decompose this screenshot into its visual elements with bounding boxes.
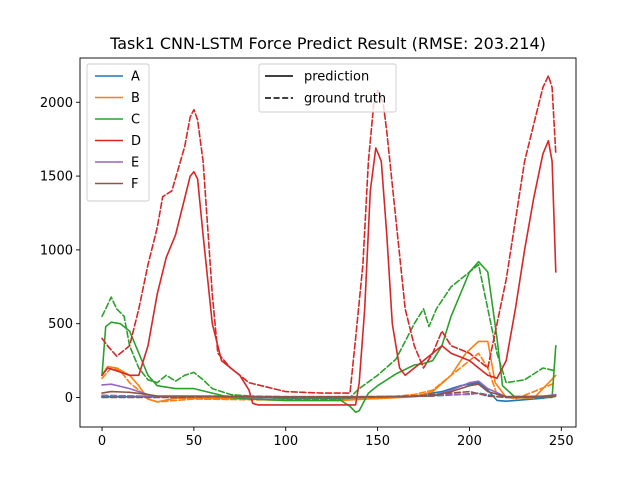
y-tick-label-0: 0 (65, 391, 73, 406)
series-b-prediction-line (101, 340, 557, 403)
series-d-prediction-line (101, 139, 557, 406)
legend-label-a: A (131, 70, 140, 85)
series-c-prediction-line (101, 260, 557, 414)
series-e-prediction-line (101, 380, 557, 399)
legend-label-d: D (131, 134, 141, 149)
y-tick-label-1500: 1500 (40, 170, 73, 185)
series-legend-box (86, 63, 150, 202)
plot-frame (79, 57, 577, 428)
x-tick-label-250: 250 (549, 434, 574, 449)
legend-label-c: C (131, 113, 140, 128)
x-tick-label-50: 50 (186, 434, 203, 449)
legend-label-e: E (131, 156, 139, 171)
series-lines (101, 74, 557, 414)
legend-label-f: F (131, 177, 138, 192)
y-tick-label-500: 500 (48, 317, 73, 332)
y-tick-label-1000: 1000 (40, 243, 73, 258)
x-axis: 0 50 100 150 200 250 (98, 427, 574, 449)
x-tick-label-200: 200 (457, 434, 482, 449)
series-b-truth-line (101, 352, 557, 403)
legend-label-b: B (131, 91, 140, 106)
style-legend-label-solid: prediction (304, 70, 369, 85)
x-tick-label-0: 0 (98, 434, 106, 449)
x-tick-label-150: 150 (365, 434, 390, 449)
series-d-truth-line (101, 74, 557, 394)
plot-area (79, 57, 577, 428)
x-tick-label-100: 100 (273, 434, 298, 449)
y-tick-label-2000: 2000 (40, 96, 73, 111)
series-c-truth-line (101, 263, 557, 400)
style-legend-label-dashed: ground truth (304, 92, 386, 107)
y-axis: 0 500 1000 1500 2000 (40, 96, 80, 406)
style-legend: prediction ground truth (258, 63, 397, 113)
style-legend-box (258, 63, 397, 113)
chart-title: Task1 CNN-LSTM Force Predict Result (RMS… (109, 34, 546, 53)
series-f-prediction-line (101, 383, 557, 398)
